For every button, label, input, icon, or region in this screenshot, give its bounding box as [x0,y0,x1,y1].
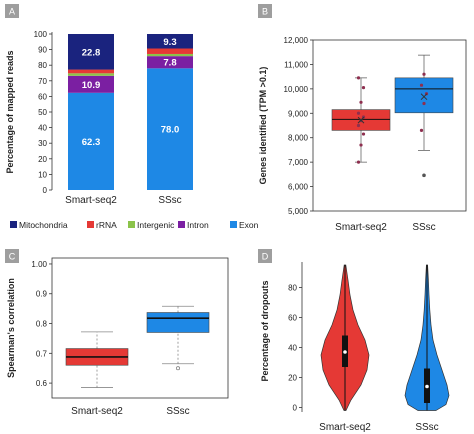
x-tick-label: Smart-seq2 [71,406,123,417]
data-label: 22.8 [82,47,101,58]
y-tick-label: 100 [34,30,48,39]
violin-median [425,384,429,389]
box [146,312,210,333]
y-axis-label: Genes identified (TPM >0.1) [258,67,268,185]
panel-label: C [9,252,16,262]
x-tick-label: SSsc [415,422,438,433]
y-axis-label: Spearman's correlation [6,278,16,378]
y-tick-label: 40 [38,124,47,133]
data-point [419,128,424,132]
x-tick-label: Smart-seq2 [65,195,117,206]
bar-segment-rrna [68,69,114,74]
y-tick-label: 80 [38,61,47,70]
x-tick-label: Smart-seq2 [319,422,371,433]
y-tick-label: 8,000 [288,134,309,143]
bar-segment-intron [147,56,193,69]
x-tick-label: SSsc [412,222,435,233]
x-tick-label: Smart-seq2 [335,222,387,233]
legend-swatch [10,221,17,228]
y-tick-label: 40 [288,344,297,353]
y-tick-label: 60 [288,314,297,323]
panel-badge [258,4,272,18]
y-tick-label: 1.00 [31,260,47,269]
data-point [356,160,361,164]
bar-segment-mitochondria [68,34,114,70]
y-tick-label: 10,000 [284,85,309,94]
y-tick-label: 50 [38,108,47,117]
y-tick-label: 80 [288,284,297,293]
panel-badge [5,4,19,18]
data-label: 78.0 [161,125,180,136]
bar-segment-exon [147,68,193,190]
data-point [356,123,361,128]
legend-label: Intergenic [137,220,175,230]
legend-label: Intron [187,220,209,230]
y-tick-label: 20 [288,374,297,383]
plot-frame [51,257,229,399]
y-tick-label: 10 [38,170,47,179]
data-label: 9.3 [163,37,176,48]
legend-swatch [128,221,135,228]
panel-label: D [262,252,269,262]
data-point [419,83,424,87]
bar-segment-intergenic [147,53,193,57]
y-tick-label: 5,000 [288,207,309,216]
legend-swatch [87,221,94,228]
y-tick-label: 9,000 [288,109,309,118]
y-tick-label: 0.8 [36,320,48,329]
bar-segment-intron [68,75,114,93]
y-tick-label: 0.6 [36,379,48,388]
data-point [361,86,366,90]
violin-median [343,350,347,354]
y-tick-label: 12,000 [284,36,309,45]
y-tick-label: 70 [38,77,47,86]
legend-label: Exon [239,220,259,230]
data-point [359,143,363,147]
y-tick-label: 0.7 [36,349,48,358]
data-label: 10.9 [82,80,101,91]
data-point [361,132,366,136]
y-tick-label: 20 [38,155,47,164]
data-point [359,100,363,104]
panel-badge [258,249,272,263]
bar-segment-exon [68,92,114,190]
plot-frame [312,39,467,212]
mean-marker [420,93,428,101]
y-tick-label: 0 [293,404,298,413]
data-point [356,76,361,80]
y-tick-label: 0 [43,186,48,195]
bar-segment-intergenic [68,73,114,76]
panel-label: B [262,7,268,17]
outlier-point [422,173,426,178]
legend-swatch [178,221,185,228]
y-tick-label: 6,000 [288,183,309,192]
legend-label: Mitochondria [19,220,68,230]
y-tick-label: 60 [38,92,47,101]
x-tick-label: SSsc [166,406,189,417]
y-axis-label: Percentage of mapped reads [5,50,15,173]
y-tick-label: 7,000 [288,158,309,167]
y-tick-label: 11,000 [284,60,308,69]
mean-marker [357,116,365,124]
outlier-point [176,366,180,371]
y-tick-label: 30 [38,139,47,148]
data-point [422,101,426,106]
data-label: 62.3 [82,137,101,148]
legend-swatch [230,221,237,228]
y-tick-label: 90 [38,46,47,55]
data-point [356,111,361,115]
panel-badge [5,249,19,263]
box [394,77,454,114]
bar-segment-rrna [147,48,193,54]
panel-label: A [9,7,15,17]
y-axis-label: Percentage of dropouts [260,280,270,381]
data-point [422,72,426,76]
data-label: 7.8 [163,58,176,69]
legend-label: rRNA [96,220,117,230]
bar-segment-mitochondria [147,34,193,49]
y-tick-label: 0.9 [36,290,48,299]
x-tick-label: SSsc [158,195,181,206]
